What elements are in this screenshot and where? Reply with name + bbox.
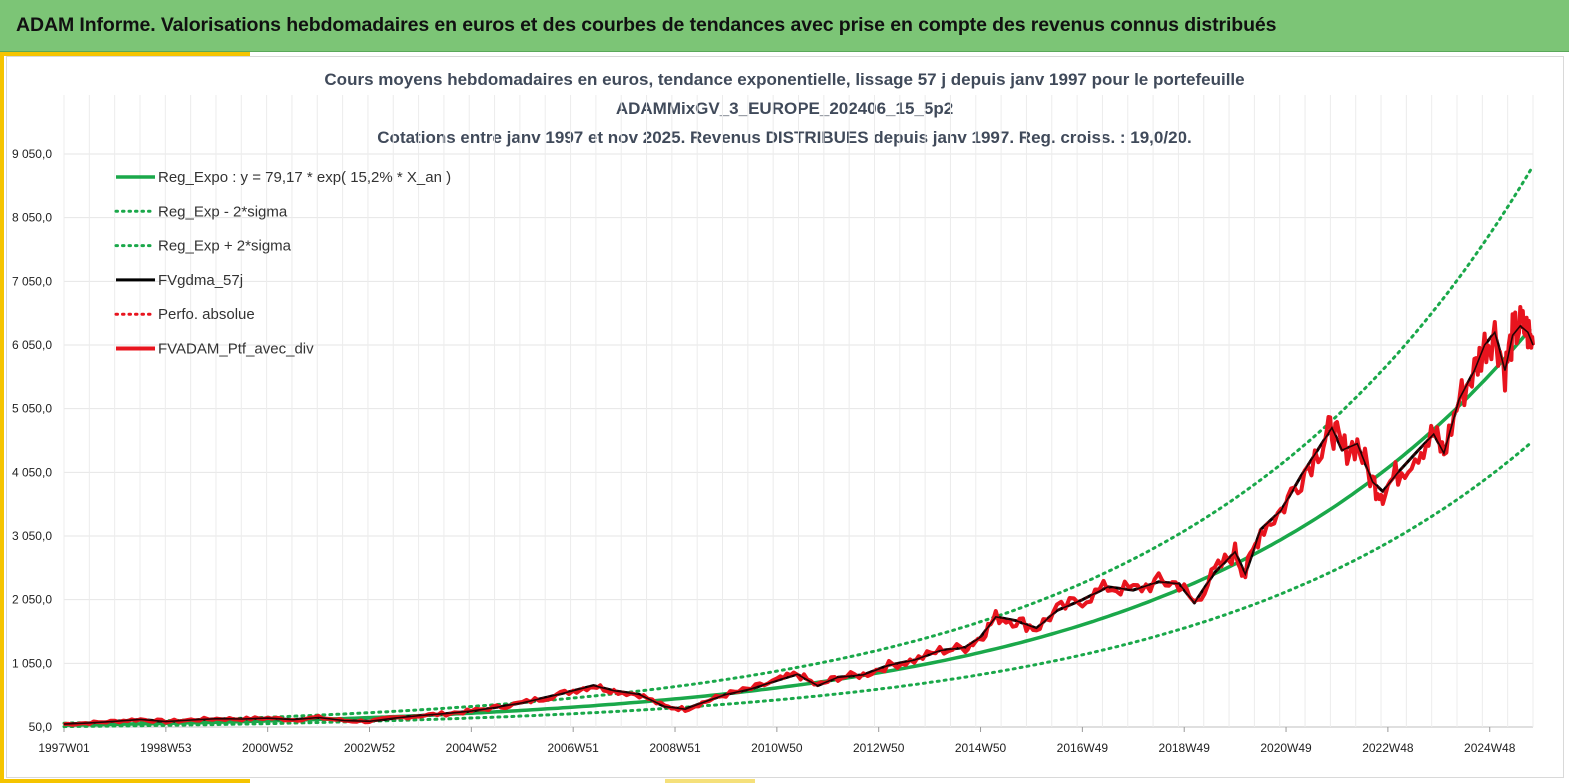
series-reg-expo — [64, 327, 1532, 727]
x-tick-label: 2010W50 — [751, 741, 803, 755]
y-tick-label: 4 050,0 — [12, 465, 52, 479]
x-tick-label: 2024W48 — [1464, 741, 1516, 755]
series-fvadam-ptf-avec-div — [63, 305, 1535, 727]
y-tick-label: 8 050,0 — [12, 211, 52, 225]
accent-bar-bottom — [0, 779, 250, 783]
accent-bar-top — [0, 52, 250, 56]
x-tick-label: 2006W51 — [547, 741, 599, 755]
x-tick-label: 2014W50 — [955, 741, 1007, 755]
grid-lines — [63, 95, 1534, 728]
y-tick-label: 7 050,0 — [12, 274, 52, 288]
y-tick-label: 50,0 — [29, 720, 53, 734]
series-fvgdma-57j-overlay — [63, 324, 1534, 725]
y-tick-label: 2 050,0 — [12, 593, 52, 607]
x-tick-label: 2008W51 — [649, 741, 701, 755]
x-tick-label: 2004W52 — [446, 741, 498, 755]
x-axis-ticks: 1997W01 1998W53 2000W52 2002W52 2004W52 2006W… — [38, 727, 1516, 755]
x-tick-label: 2002W52 — [344, 741, 396, 755]
series-reg-exp-plus-2sigma — [62, 168, 1532, 725]
x-tick-label: 1997W01 — [38, 741, 90, 755]
header-title: ADAM Informe. Valorisations hebdomadaire… — [16, 14, 1277, 36]
y-tick-label: 3 050,0 — [12, 529, 52, 543]
accent-bar-left — [0, 52, 4, 783]
legend: Reg_Expo : y = 79,17 * exp( 15,2% * X_an… — [114, 169, 451, 358]
y-tick-label: 1 050,0 — [12, 656, 52, 670]
chart-title-line-2: ADAMMixGV_3_EUROPE_202406_15_5p2 — [615, 99, 954, 118]
y-axis-ticks: 50,0 1 050,0 2 050,0 3 050,0 4 050,0 5 050,0 6… — [12, 147, 52, 734]
y-tick-label: 9 050,0 — [12, 147, 52, 161]
x-tick-label: 2020W49 — [1260, 741, 1312, 755]
x-tick-label: 2022W48 — [1362, 741, 1414, 755]
series-reg-exp-minus-2sigma — [62, 441, 1532, 729]
legend-label: Perfo. absolue — [158, 306, 255, 323]
legend-label: Reg_Exp - 2*sigma — [158, 203, 288, 220]
x-tick-label: 2016W49 — [1057, 741, 1109, 755]
chart-title-line-3: Cotations entre janv 1997 et nov 2025. R… — [377, 128, 1192, 147]
chart-title-line-1: Cours moyens hebdomadaires en euros, ten… — [324, 70, 1245, 89]
x-tick-label: 2018W49 — [1159, 741, 1211, 755]
legend-label: FVADAM_Ptf_avec_div — [158, 341, 314, 358]
legend-label: Reg_Expo : y = 79,17 * exp( 15,2% * X_an… — [158, 169, 451, 186]
x-tick-label: 2012W50 — [853, 741, 905, 755]
legend-label: FVgdma_57j — [158, 272, 243, 289]
y-tick-label: 6 050,0 — [12, 338, 52, 352]
header-bar: ADAM Informe. Valorisations hebdomadaire… — [0, 0, 1569, 52]
series-lines — [62, 168, 1535, 729]
accent-bar-bottom-2 — [665, 779, 755, 783]
legend-label: Reg_Exp + 2*sigma — [158, 238, 292, 255]
x-tick-label: 2000W52 — [242, 741, 294, 755]
y-tick-label: 5 050,0 — [12, 402, 52, 416]
x-tick-label: 1998W53 — [140, 741, 192, 755]
chart-frame — [6, 56, 1564, 778]
